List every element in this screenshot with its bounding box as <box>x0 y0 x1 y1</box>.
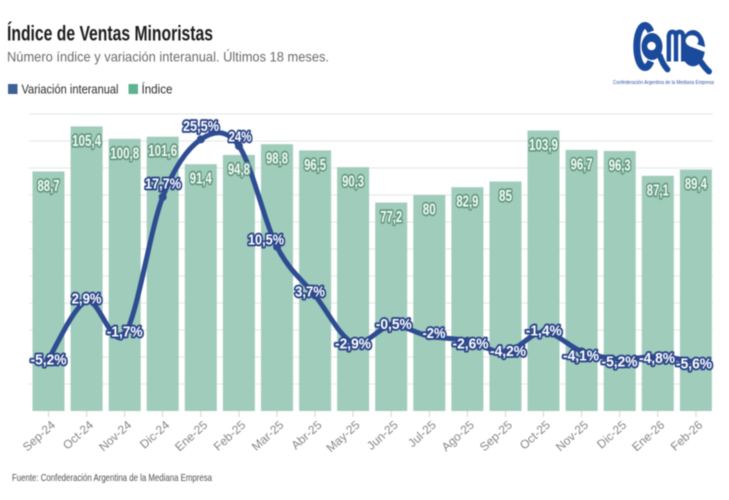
svg-text:-4,2%: -4,2% <box>490 343 526 360</box>
svg-text:2,9%: 2,9% <box>72 290 102 307</box>
svg-text:17,7%: 17,7% <box>145 175 181 192</box>
svg-text:77,2: 77,2 <box>380 209 402 226</box>
svg-text:-1,4%: -1,4% <box>526 322 562 339</box>
svg-text:88,7: 88,7 <box>38 178 60 195</box>
svg-text:-2%: -2% <box>423 325 446 342</box>
svg-text:96,7: 96,7 <box>571 156 593 173</box>
svg-text:105,4: 105,4 <box>72 133 101 150</box>
svg-text:-4,8%: -4,8% <box>639 350 675 367</box>
svg-text:89,4: 89,4 <box>685 176 707 193</box>
svg-text:-4,1%: -4,1% <box>563 347 599 364</box>
svg-text:25,5%: 25,5% <box>183 118 219 135</box>
svg-text:85: 85 <box>499 188 512 205</box>
svg-text:90,3: 90,3 <box>342 174 364 191</box>
svg-text:-5,2%: -5,2% <box>602 354 638 371</box>
svg-text:-2,6%: -2,6% <box>453 336 489 353</box>
svg-text:103,9: 103,9 <box>529 137 558 154</box>
svg-text:3,7%: 3,7% <box>295 283 325 300</box>
svg-text:3,7%: 3,7% <box>295 283 325 300</box>
svg-text:96,7: 96,7 <box>571 156 593 173</box>
svg-text:94,8: 94,8 <box>228 162 250 179</box>
svg-text:-4,2%: -4,2% <box>490 343 526 360</box>
svg-text:2,9%: 2,9% <box>72 290 102 307</box>
svg-text:96,5: 96,5 <box>304 157 326 174</box>
svg-text:80: 80 <box>423 202 436 219</box>
svg-text:91,4: 91,4 <box>190 171 212 188</box>
svg-text:Variación interanual: Variación interanual <box>22 82 119 97</box>
svg-text:-5,2%: -5,2% <box>31 351 67 368</box>
svg-text:98,8: 98,8 <box>266 151 288 168</box>
svg-text:Confederación Argentina de la: Confederación Argentina de la Mediana Em… <box>613 80 715 86</box>
svg-text:101,6: 101,6 <box>148 143 177 160</box>
svg-text:-0,5%: -0,5% <box>376 316 412 333</box>
svg-text:87,1: 87,1 <box>647 182 669 199</box>
svg-text:Número índice y variación inte: Número índice y variación interanual. Úl… <box>7 49 329 65</box>
svg-text:25,5%: 25,5% <box>183 118 219 135</box>
svg-text:Índice: Índice <box>142 82 173 97</box>
svg-text:88,7: 88,7 <box>38 178 60 195</box>
svg-text:-2%: -2% <box>423 325 446 342</box>
svg-text:94,8: 94,8 <box>228 162 250 179</box>
svg-text:Índice de Ventas Minoristas: Índice de Ventas Minoristas <box>7 23 213 46</box>
svg-text:24%: 24% <box>229 128 252 145</box>
svg-text:-5,2%: -5,2% <box>31 351 67 368</box>
svg-text:96,3: 96,3 <box>609 158 631 175</box>
svg-text:101,6: 101,6 <box>148 143 177 160</box>
svg-text:98,8: 98,8 <box>266 151 288 168</box>
svg-text:82,9: 82,9 <box>456 194 478 211</box>
svg-text:82,9: 82,9 <box>456 194 478 211</box>
svg-text:24%: 24% <box>229 128 252 145</box>
svg-text:-1,7%: -1,7% <box>107 323 143 340</box>
svg-text:87,1: 87,1 <box>647 182 669 199</box>
svg-text:17,7%: 17,7% <box>145 175 181 192</box>
svg-text:10,5%: 10,5% <box>248 231 284 248</box>
svg-text:96,5: 96,5 <box>304 157 326 174</box>
svg-text:103,9: 103,9 <box>529 137 558 154</box>
svg-text:-5,6%: -5,6% <box>676 356 712 373</box>
svg-text:-2,6%: -2,6% <box>453 336 489 353</box>
svg-text:-4,8%: -4,8% <box>639 350 675 367</box>
svg-text:80: 80 <box>423 202 436 219</box>
svg-text:-2,9%: -2,9% <box>335 336 371 353</box>
svg-text:-2,9%: -2,9% <box>335 336 371 353</box>
svg-text:91,4: 91,4 <box>190 171 212 188</box>
svg-text:-1,7%: -1,7% <box>107 323 143 340</box>
svg-text:100,8: 100,8 <box>110 145 139 162</box>
svg-text:105,4: 105,4 <box>72 133 101 150</box>
svg-text:90,3: 90,3 <box>342 174 364 191</box>
svg-text:100,8: 100,8 <box>110 145 139 162</box>
svg-text:89,4: 89,4 <box>685 176 707 193</box>
svg-text:96,3: 96,3 <box>609 158 631 175</box>
svg-text:-4,1%: -4,1% <box>563 347 599 364</box>
svg-text:-5,6%: -5,6% <box>676 356 712 373</box>
svg-text:-5,2%: -5,2% <box>602 354 638 371</box>
svg-text:-0,5%: -0,5% <box>376 316 412 333</box>
svg-text:10,5%: 10,5% <box>248 231 284 248</box>
svg-text:-1,4%: -1,4% <box>526 322 562 339</box>
svg-text:85: 85 <box>499 188 512 205</box>
svg-text:77,2: 77,2 <box>380 209 402 226</box>
svg-text:Fuente: Confederación Argentin: Fuente: Confederación Argentina de la Me… <box>12 472 212 484</box>
